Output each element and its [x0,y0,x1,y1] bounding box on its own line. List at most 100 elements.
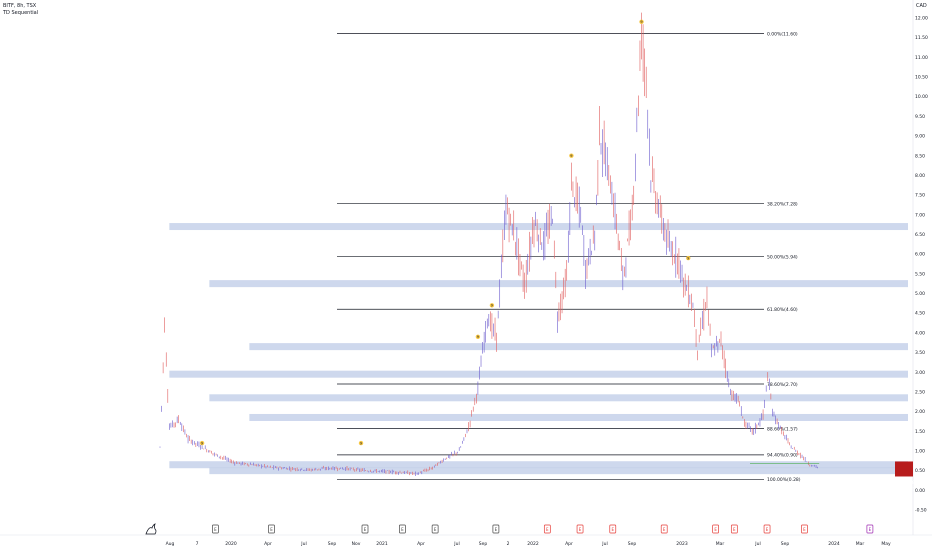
time-tick-label: May [881,541,891,547]
time-tick-label: 2024 [828,541,840,547]
time-tick-label: Sep [781,541,790,547]
earnings-event-label: E [546,527,549,532]
earnings-event-label: E [495,527,498,532]
earnings-event-marker [543,524,551,534]
support-resistance-zone [169,223,909,231]
td-setup-marker [199,440,205,446]
price-tick-label: 7.50 [915,193,925,199]
fibonacci-layer: 0.00%(11.60) 38.20%(7.28) 50.00%(5.94) 61.8… [337,31,801,483]
price-tick-label: 8.50 [915,153,925,159]
earnings-event-marker [609,524,617,534]
price-tick-label: 6.50 [915,232,925,238]
td-setup-label: 9 [640,20,642,24]
price-tick-label: 12.00 [915,15,928,21]
price-tick-label: 6.00 [915,252,925,258]
td-setup-marker [639,19,644,25]
time-tick-label: Jul [300,541,306,547]
earnings-event-marker [763,524,771,534]
td-setup-marker [358,440,364,446]
price-tag-countdown: 04:11:11 [897,487,915,492]
earnings-event-marker [801,524,808,534]
support-resistance-zone [169,370,909,378]
earnings-event-label: E [364,527,367,532]
time-tick-label: Nov [352,541,361,547]
support-resistance-zone [169,461,909,469]
earnings-event-marker [431,524,439,534]
earnings-event-label: E [714,527,717,532]
td-setup-label: 9 [477,335,479,339]
support-resistance-zone [249,343,909,351]
time-tick-label: Mar [856,541,865,547]
time-tick-label: Jul [601,541,607,547]
time-tick-label: Apr [565,541,573,547]
td-setup-label: 9 [570,154,572,158]
price-tick-label: 0.00 [915,488,925,494]
price-tick-label: 2.50 [915,389,925,395]
chart-legend: BITF, 8h, TSX TD Sequential [3,3,38,17]
td-setup-label: 9 [201,441,203,445]
time-tick-label: 2 [507,541,510,547]
logo-icon [145,523,157,535]
earnings-event-label: E [270,527,273,532]
price-tick-label: 8.00 [915,173,925,179]
fib-level-label: 78.60%(2.70) [767,382,798,388]
price-tick-label: 1.00 [915,449,925,455]
price-tick-label: 4.00 [915,330,925,336]
time-tick-label: Sep [328,541,337,547]
td-setup-marker [475,334,481,339]
price-tag-ticker: BITF [897,480,907,486]
time-tick-label: Jul [453,541,459,547]
support-resistance-zone [209,394,909,402]
td-setup-label: 9 [491,304,493,308]
time-tick-label: 2022 [527,541,539,547]
time-tick-label: 2021 [376,541,388,547]
price-tick-label: 9.50 [915,114,925,120]
earnings-event-label: E [766,527,769,532]
earnings-event-marker [576,524,584,534]
time-tick-label: Apr [264,541,272,547]
earnings-event-label: E [579,527,582,532]
earnings-event-label: E [663,527,666,532]
earnings-event-marker [730,524,738,534]
fib-level-label: 61.80%(4.60) [767,307,798,313]
time-tick-label: 7 [196,541,199,547]
price-tick-label: 3.00 [915,370,925,376]
fib-level-label: 100.00%(0.28) [767,477,801,483]
td-setup-marker [569,153,574,158]
legend-indicator[interactable]: TD Sequential [3,10,39,16]
price-tick-label: 11.00 [915,55,928,61]
price-tick-label: 10.50 [915,75,928,81]
time-tick-label: Jul [754,541,760,547]
price-tick-label: 4.50 [915,311,925,317]
price-tick-label: 7.00 [915,212,925,218]
td-setup-label: 9 [687,256,689,260]
last-price-tag: BITF 0.58 04:11:11 [895,461,915,492]
earnings-event-label: E [733,527,736,532]
earnings-event-marker [712,524,719,534]
td-setup-marker [489,303,495,308]
time-axis[interactable]: Aug 7 2020 Apr Jul Sep Nov 2021 Apr Jul Sep 2 2022 Ap… [166,541,891,547]
earnings-event-label: E [803,527,806,532]
support-resistance-zone [209,280,909,288]
price-tick-label: -0.50 [915,508,927,514]
earnings-event-marker [212,524,219,534]
fib-level-label: 94.40%(0.90) [767,453,798,459]
legend-symbol[interactable]: BITF, 8h, TSX [3,3,37,9]
price-tick-label: 5.00 [915,291,925,297]
earnings-event-marker [361,524,369,534]
time-tick-label: 2023 [676,541,688,547]
earnings-event-label: E [214,527,217,532]
time-tick-label: Sep [479,541,488,547]
earnings-event-marker [399,524,406,534]
earnings-event-label: E [434,527,437,532]
zone-layer [169,223,909,475]
fib-level-label: 88.60%(1.57) [767,426,798,432]
price-axis[interactable]: 12.00 11.50 11.00 10.50 10.00 9.50 9.00 8.50 8.0… [915,15,928,513]
td-setup-marker [686,255,691,261]
fib-level-label: 0.00%(11.60) [767,31,798,37]
earnings-event-label: E [401,527,404,532]
currency-label: CAD [916,3,927,9]
price-tick-label: 11.50 [915,35,928,41]
